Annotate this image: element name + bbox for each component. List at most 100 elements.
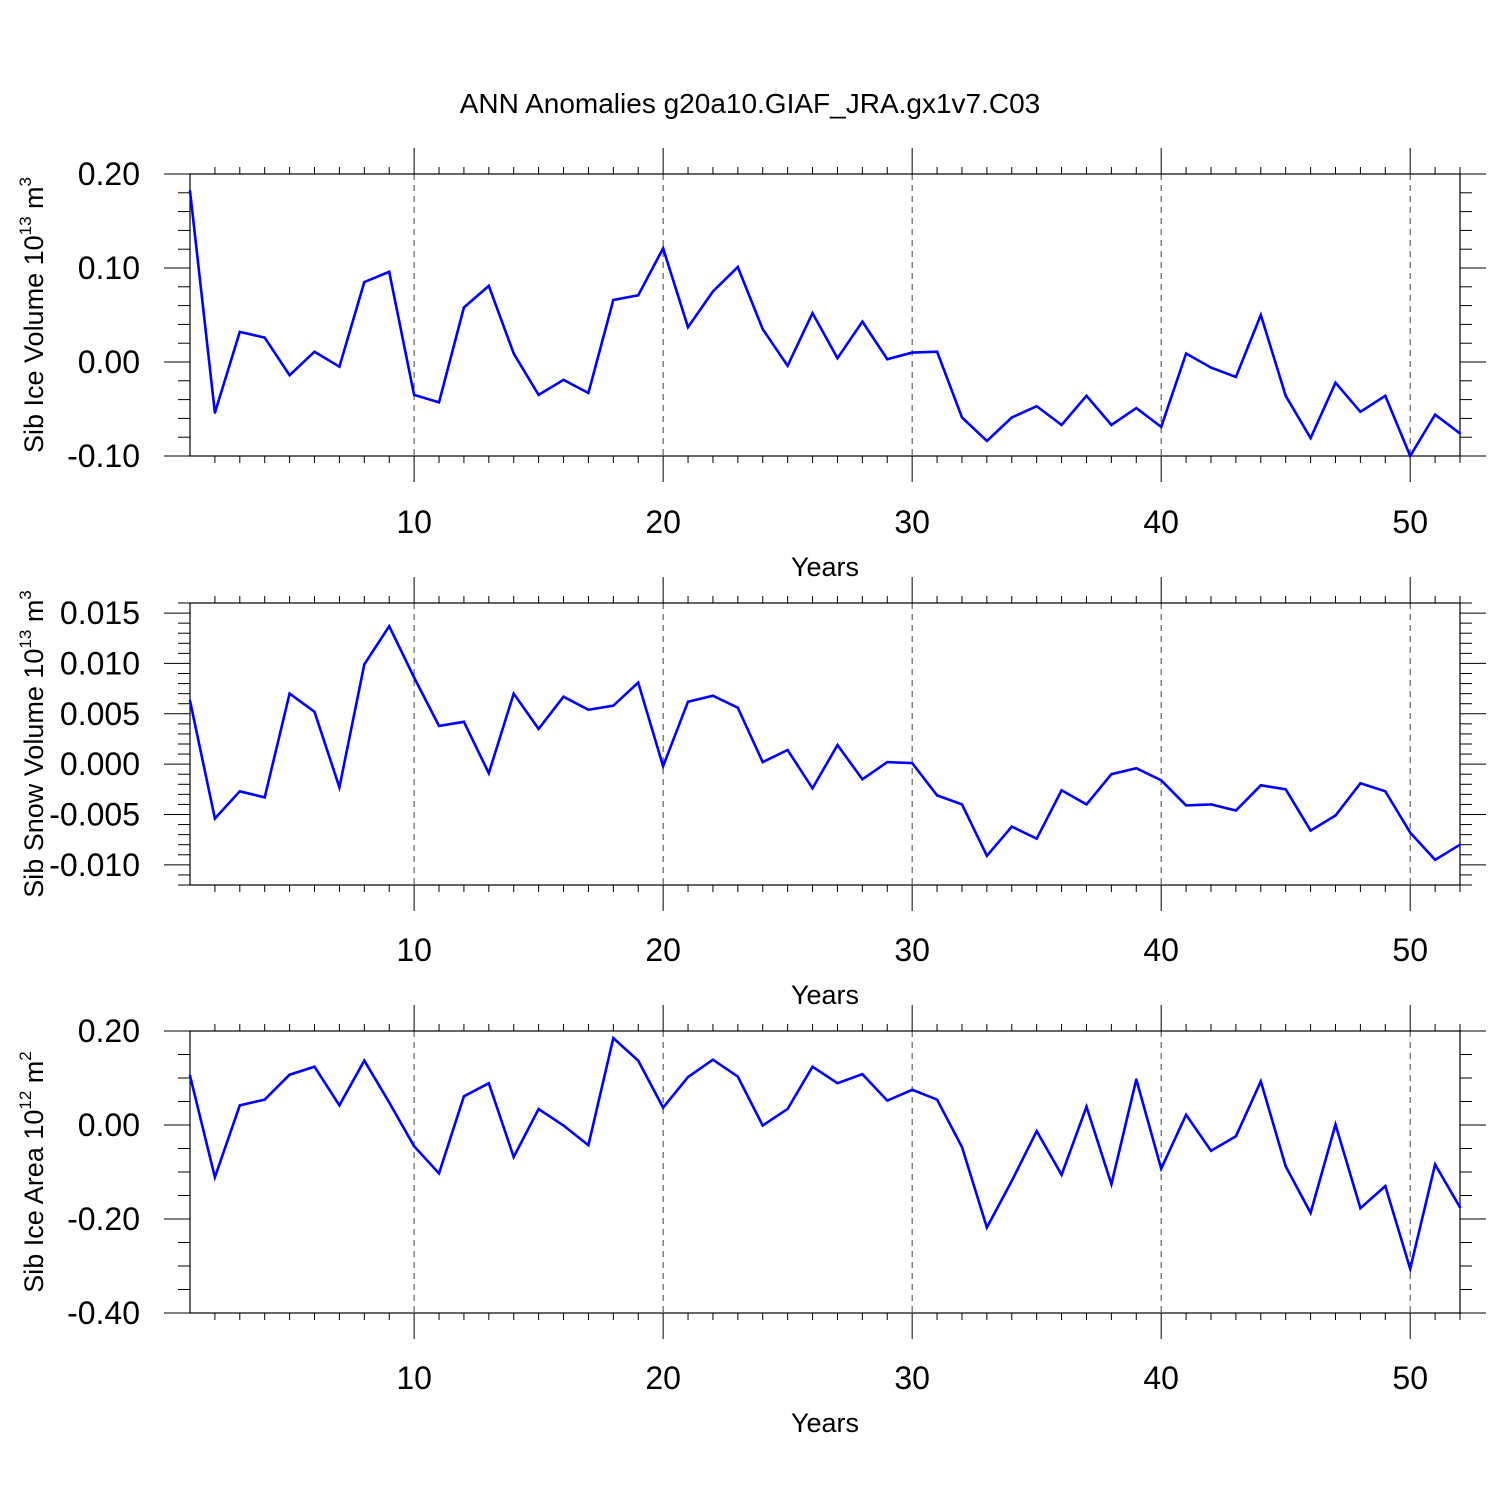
x-tick-label: 10 (396, 504, 432, 540)
data-point (462, 306, 466, 309)
data-point (388, 270, 391, 273)
x-tick-label: 30 (894, 504, 930, 540)
data-point (412, 1144, 416, 1148)
y-tick-label: 0.10 (78, 250, 140, 286)
data-point (388, 624, 391, 628)
data-point (836, 743, 839, 747)
data-point (1359, 410, 1362, 414)
x-tick-label: 20 (645, 932, 681, 968)
data-point (686, 700, 690, 703)
data-point (612, 704, 615, 707)
data-point (462, 720, 466, 724)
data-point (1433, 1163, 1437, 1166)
data-point (1110, 423, 1113, 427)
data-point (1035, 837, 1038, 840)
plot-frame (189, 602, 1461, 886)
data-point (1035, 1129, 1038, 1133)
data-point (188, 189, 192, 193)
plot-frame (189, 173, 1461, 457)
panel-ice-area: 10 20 30 40 50 -0.40 -0.20 0.00 0.20 Years Sib Ice… (16, 1005, 1486, 1438)
data-point (1284, 788, 1287, 791)
data-point (1359, 782, 1362, 785)
data-point (587, 708, 590, 711)
y-axis-label: Sib Ice Volume 1013 m3 (16, 177, 49, 453)
data-point (1408, 831, 1412, 834)
x-axis-label: Years (791, 1408, 859, 1438)
data-point (1209, 1149, 1213, 1153)
x-tick-label: 40 (1143, 504, 1179, 540)
data-point (1284, 394, 1287, 398)
data-point (487, 1081, 491, 1085)
data-point (188, 1074, 192, 1077)
data-point (935, 794, 939, 797)
data-point (537, 393, 540, 397)
data-point (1384, 790, 1387, 793)
data-point (1433, 858, 1437, 862)
data-point (1234, 809, 1238, 812)
data-point (861, 320, 864, 323)
data-point (1085, 803, 1088, 806)
panel-ice-volume: 10 20 30 40 50 -0.10 0.00 0.10 0.20 Years Sib Ice … (16, 148, 1486, 582)
data-point (637, 294, 640, 297)
y-tick-label: -0.005 (49, 797, 140, 833)
data-point (985, 439, 989, 443)
data-point (1184, 804, 1188, 807)
data-point (1458, 1206, 1462, 1209)
y-tick-label: -0.40 (67, 1295, 140, 1331)
data-point (861, 1073, 864, 1076)
data-point (910, 761, 914, 765)
chart-title: ANN Anomalies g20a10.GIAF_JRA.gx1v7.C03 (460, 88, 1041, 119)
data-point (363, 663, 366, 666)
data-point (512, 352, 515, 355)
x-tick-label: 40 (1143, 1360, 1179, 1396)
data-point (786, 748, 789, 752)
data-point (437, 401, 441, 404)
data-point (861, 778, 864, 781)
data-point (587, 1144, 590, 1147)
data-point (960, 803, 964, 806)
data-point (238, 790, 242, 793)
data-point (836, 357, 839, 360)
data-point (288, 1073, 291, 1076)
x-axis-label: Years (791, 552, 859, 582)
data-point (313, 350, 316, 353)
data-point (686, 1075, 690, 1079)
data-point (637, 681, 640, 684)
data-point (562, 378, 565, 382)
data-point (412, 676, 416, 679)
y-tick-label: 0.20 (78, 1013, 140, 1049)
data-point (811, 311, 814, 315)
data-point (213, 817, 217, 820)
data-point (412, 393, 416, 397)
x-tick-label: 40 (1143, 932, 1179, 968)
data-point (736, 265, 740, 269)
y-tick-label: 0.000 (60, 746, 140, 782)
y-tick-label: -0.010 (49, 847, 140, 883)
data-point (1334, 814, 1337, 817)
y-tick-label: 0.00 (78, 344, 140, 380)
y-tick-label: 0.005 (60, 696, 140, 732)
data-point (761, 760, 764, 764)
data-point (1234, 375, 1238, 379)
data-point (886, 357, 889, 361)
data-point (1334, 381, 1337, 384)
data-point (512, 1155, 515, 1159)
data-point (1135, 1078, 1138, 1081)
data-point (238, 330, 242, 334)
data-point (562, 695, 565, 698)
data-point (661, 247, 665, 250)
x-axis-label: Years (791, 980, 859, 1010)
data-point (960, 1145, 964, 1149)
data-point (1284, 1165, 1287, 1168)
data-point (363, 280, 366, 284)
data-point (1110, 773, 1113, 776)
data-point (1110, 1183, 1113, 1186)
data-point (1234, 1135, 1238, 1138)
x-tick-label: 30 (894, 932, 930, 968)
data-point (985, 854, 989, 857)
data-point (313, 710, 316, 713)
data-point (1035, 404, 1038, 408)
x-tick-label: 50 (1392, 932, 1428, 968)
data-point (1384, 394, 1387, 398)
data-point (910, 1088, 914, 1091)
